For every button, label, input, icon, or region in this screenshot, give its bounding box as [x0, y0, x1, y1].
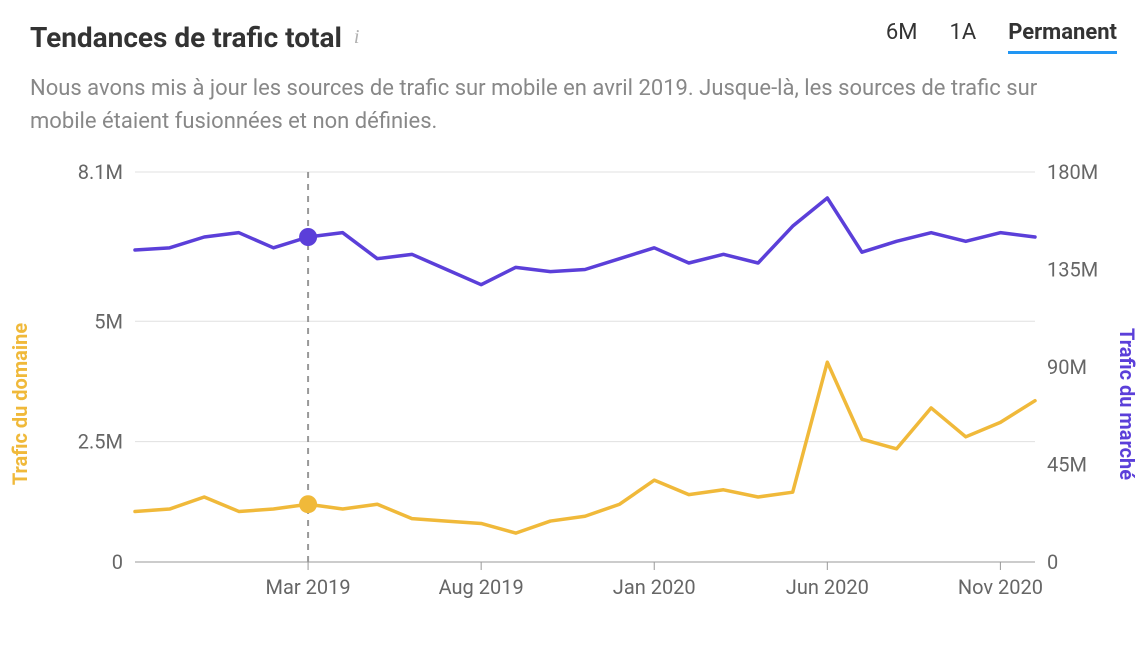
y-right-tick-label: 135M — [1047, 258, 1098, 282]
range-tabs: 6M 1A Permanent — [886, 20, 1117, 54]
x-tick-label: Jan 2020 — [613, 575, 696, 599]
traffic-chart: 0 2.5M 5M 8.1M 0 45M 90M 135M 180M Mar 2019 Aug 20… — [30, 162, 1117, 622]
x-tick-label: Mar 2019 — [266, 575, 351, 599]
header-bar: Tendances de trafic total i 6M 1A Perman… — [30, 20, 1117, 54]
x-tick-label: Nov 2020 — [958, 575, 1043, 599]
y-right-tick-label: 180M — [1047, 162, 1098, 184]
page-title: Tendances de trafic total — [30, 21, 342, 54]
y-left-tick-label: 2.5M — [78, 430, 123, 454]
y-right-tick-label: 0 — [1047, 550, 1058, 574]
marker-dot-market — [299, 228, 317, 246]
series-domain-line — [135, 362, 1035, 533]
info-icon[interactable]: i — [354, 26, 360, 49]
y-axis-left-label: Trafic du domaine — [8, 323, 32, 485]
series-market-line — [135, 198, 1035, 285]
y-left-tick-label: 0 — [112, 550, 123, 574]
range-tab-1a[interactable]: 1A — [949, 20, 976, 54]
y-left-tick-label: 8.1M — [78, 162, 123, 184]
chart-container: Trafic du domaine Trafic du marché 02.5M… — [30, 162, 1117, 622]
x-tick-label: Aug 2019 — [439, 575, 524, 599]
range-tab-6m[interactable]: 6M — [886, 20, 918, 54]
update-notice: Nous avons mis à jour les sources de tra… — [30, 72, 1090, 138]
marker-dot-domain — [299, 495, 317, 513]
y-right-tick-label: 45M — [1047, 453, 1087, 477]
title-wrap: Tendances de trafic total i — [30, 21, 359, 54]
x-tick-label: Jun 2020 — [786, 575, 869, 599]
y-left-tick-label: 5M — [94, 309, 123, 333]
y-axis-right-label: Trafic du marché — [1115, 328, 1139, 480]
y-right-tick-label: 90M — [1047, 355, 1087, 379]
range-tab-permanent[interactable]: Permanent — [1008, 20, 1117, 54]
